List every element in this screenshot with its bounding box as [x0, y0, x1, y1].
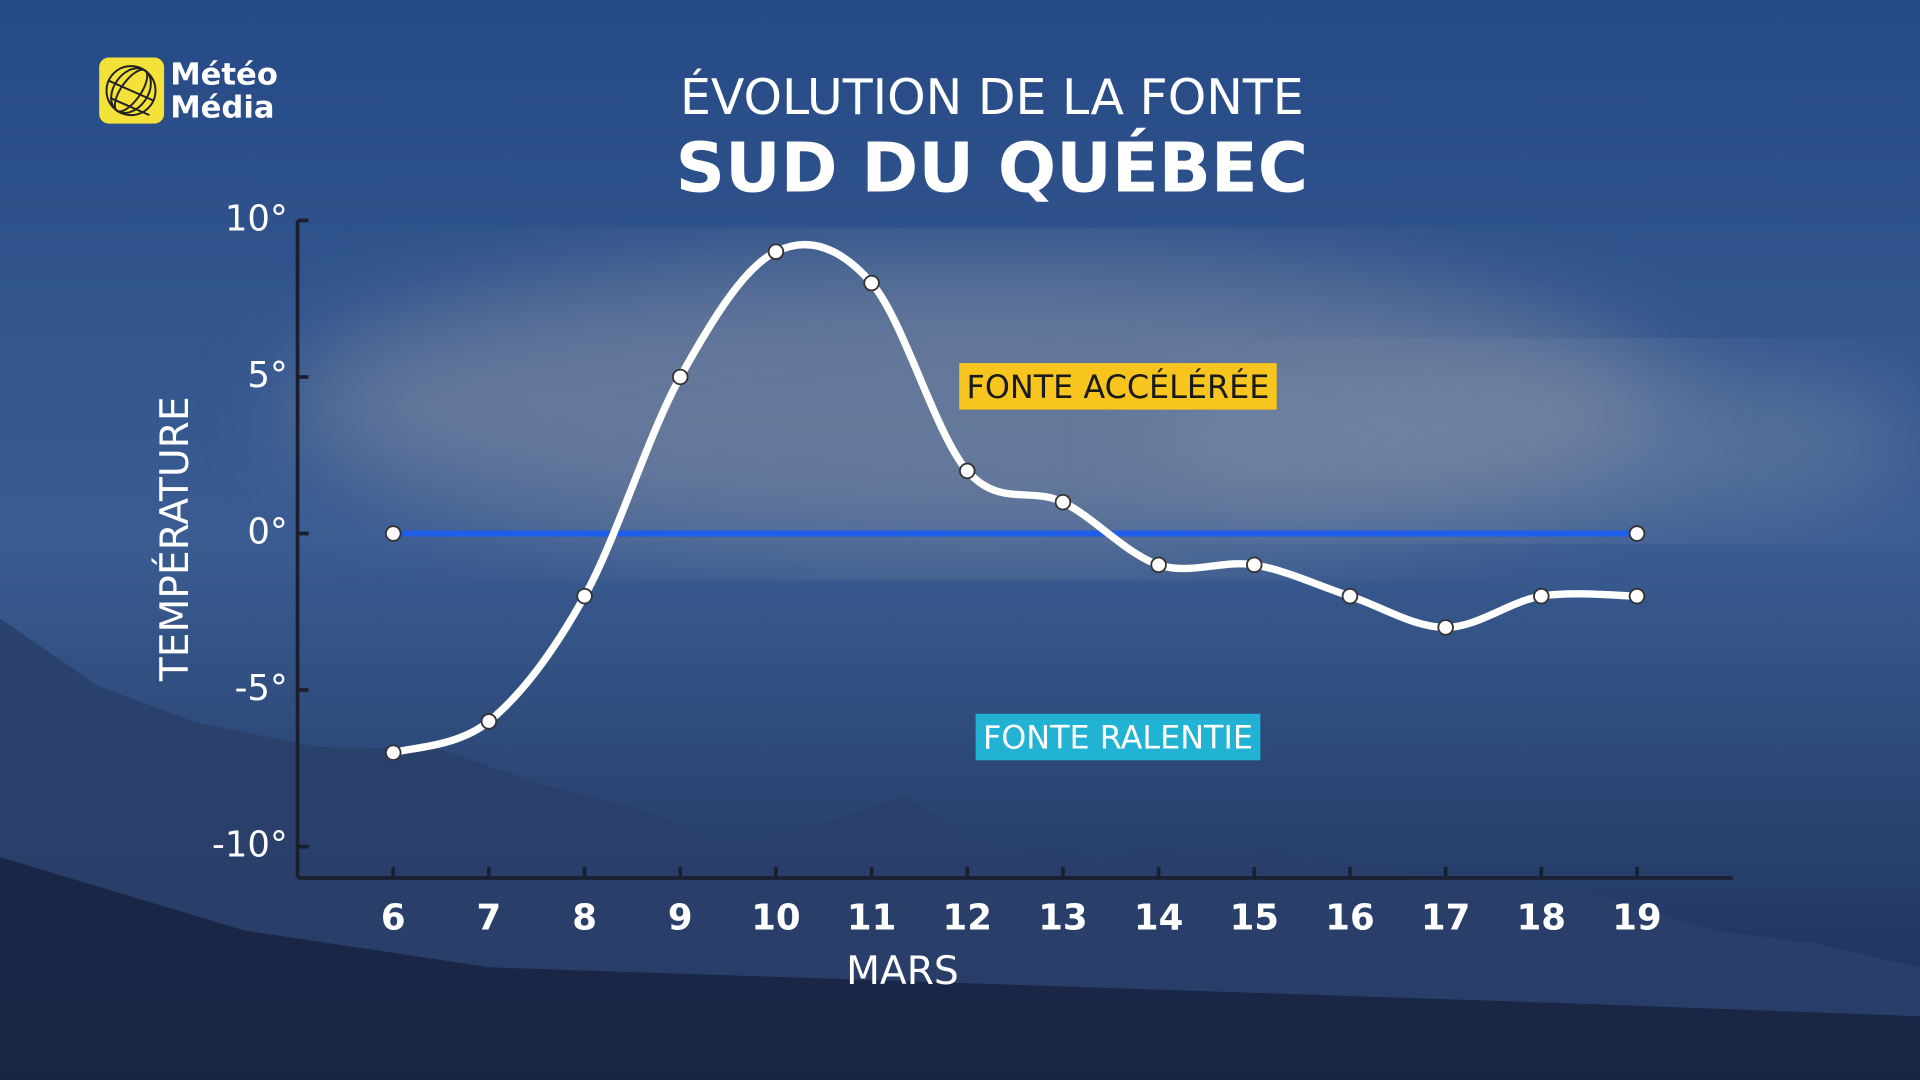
data-point — [1437, 619, 1454, 636]
x-tick-label: 15 — [1230, 898, 1279, 939]
cloud — [1138, 355, 1920, 527]
data-point — [671, 368, 689, 386]
logo-globe — [105, 65, 157, 117]
data-point — [1246, 556, 1263, 574]
logo-text: Météo — [170, 57, 278, 92]
x-tick-label: 18 — [1517, 898, 1566, 939]
data-point — [1533, 587, 1550, 605]
data-point — [1054, 493, 1072, 511]
foreground — [0, 857, 1920, 1080]
data-point — [1150, 556, 1167, 574]
x-tick-label: 16 — [1325, 898, 1374, 939]
annotation: FONTE RALENTIE — [975, 713, 1261, 761]
y-tick-label: 5° — [247, 355, 287, 396]
chart-subtitle: SUD DU QUÉBEC — [676, 127, 1309, 209]
x-tick-label: 13 — [1038, 898, 1087, 939]
x-tick-label: 19 — [1612, 898, 1661, 939]
annotation-text: FONTE ACCÉLÉRÉE — [967, 368, 1270, 406]
y-tick-label: -10° — [212, 825, 288, 866]
reference-end — [1628, 525, 1646, 542]
chart-title: ÉVOLUTION DE LA FONTE — [680, 67, 1304, 126]
data-point — [1341, 587, 1359, 605]
data-point — [959, 462, 976, 480]
x-tick-label: 12 — [943, 898, 992, 939]
logo-text: Média — [170, 90, 274, 125]
annotation-text: FONTE RALENTIE — [983, 719, 1253, 757]
data-point — [767, 243, 785, 260]
data-point — [480, 713, 498, 730]
x-tick-label: 10 — [751, 898, 800, 939]
data-point — [576, 587, 593, 605]
mountains — [0, 618, 1920, 1080]
annotation-box — [959, 363, 1277, 410]
data-point — [384, 744, 402, 761]
x-tick-label: 17 — [1421, 898, 1470, 939]
x-tick-label: 11 — [847, 898, 896, 939]
y-tick-label: -5° — [235, 668, 288, 709]
annotation-box — [975, 713, 1261, 761]
x-tick-label: 14 — [1134, 898, 1183, 939]
reference-end — [384, 525, 402, 542]
annotation: FONTE ACCÉLÉRÉE — [959, 363, 1277, 410]
x-axis-label: MARS — [846, 949, 959, 994]
x-tick-label: 7 — [477, 898, 502, 939]
y-tick-label: 10° — [225, 198, 288, 239]
data-point — [1628, 587, 1646, 605]
x-tick-label: 9 — [668, 898, 693, 939]
y-tick-label: 0° — [247, 512, 287, 553]
y-axis-label: TEMPÉRATURE — [151, 396, 198, 682]
data-point — [863, 274, 880, 292]
x-tick-label: 6 — [381, 898, 406, 939]
x-tick-label: 8 — [572, 898, 597, 939]
